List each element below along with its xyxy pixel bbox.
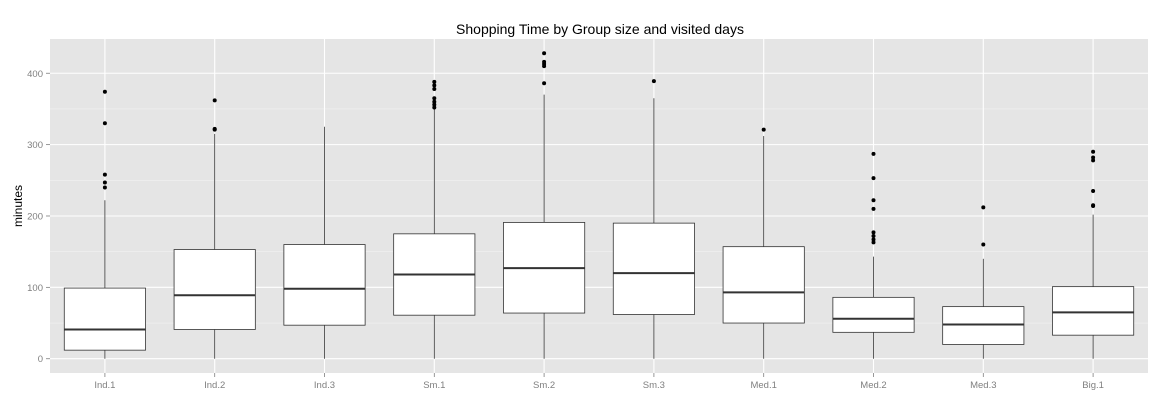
outlier-point — [871, 206, 876, 211]
outlier-point — [102, 185, 107, 190]
outlier-point — [871, 237, 876, 242]
box-group — [63, 89, 146, 359]
outlier-point — [981, 242, 986, 247]
outlier-point — [102, 180, 107, 185]
outlier-point — [871, 230, 876, 235]
box-group — [832, 151, 915, 359]
y-axis-ticks: 0 100 200 300 400 — [27, 69, 50, 365]
y-tick-label: 100 — [27, 283, 43, 294]
outlier-point — [432, 86, 437, 91]
outlier-point — [212, 126, 217, 131]
box-iqr — [173, 249, 256, 330]
outlier-point — [432, 83, 437, 88]
box-iqr — [63, 287, 146, 351]
outlier-point — [1091, 149, 1096, 154]
boxes — [63, 51, 1135, 359]
x-axis-ticks: Ind.1 Ind.2 Ind.3 Sm.1 Sm.2 Sm.3 Med.1 Med.2 Med… — [94, 373, 1104, 391]
box-iqr — [722, 246, 805, 324]
box-iqr — [1052, 286, 1135, 336]
box-group — [942, 205, 1025, 359]
outlier-point — [871, 176, 876, 181]
chart-title: Shopping Time by Group size and visited … — [456, 21, 744, 37]
box-group — [283, 126, 366, 359]
outlier-point — [432, 105, 437, 110]
outlier-point — [432, 79, 437, 84]
outlier-point — [432, 96, 437, 101]
box-iqr — [942, 306, 1025, 345]
outlier-point — [761, 127, 766, 132]
y-tick-label: 200 — [27, 211, 43, 222]
y-axis-label: minutes — [11, 185, 25, 227]
x-tick-label: Ind.3 — [314, 380, 335, 391]
outlier-point — [1091, 155, 1096, 160]
box-group — [612, 79, 695, 359]
outlier-point — [432, 102, 437, 107]
outlier-point — [212, 98, 217, 103]
outlier-point — [871, 240, 876, 245]
outlier-point — [651, 79, 656, 84]
outlier-point — [981, 205, 986, 210]
x-tick-label: Sm.2 — [533, 380, 555, 391]
x-tick-label: Med.3 — [970, 380, 996, 391]
x-tick-label: Sm.1 — [423, 380, 445, 391]
outlier-point — [542, 51, 547, 56]
box-iqr — [612, 222, 695, 315]
outlier-point — [102, 172, 107, 177]
outlier-point — [871, 151, 876, 156]
outlier-point — [1091, 189, 1096, 194]
x-tick-label: Sm.3 — [643, 380, 665, 391]
y-tick-label: 300 — [27, 140, 43, 151]
outlier-point — [1091, 158, 1096, 163]
box-group — [393, 79, 476, 359]
outlier-point — [102, 89, 107, 94]
outlier-point — [1091, 203, 1096, 208]
box-iqr — [832, 296, 915, 333]
box-group — [1052, 149, 1135, 359]
x-tick-label: Med.2 — [860, 380, 886, 391]
x-tick-label: Med.1 — [750, 380, 776, 391]
y-tick-label: 400 — [27, 69, 43, 80]
outlier-point — [102, 121, 107, 126]
outlier-point — [542, 81, 547, 86]
outlier-point — [542, 59, 547, 64]
outlier-point — [871, 233, 876, 238]
box-group — [173, 98, 256, 359]
x-tick-label: Ind.2 — [204, 380, 225, 391]
y-tick-label: 0 — [38, 354, 43, 365]
box-iqr — [283, 244, 366, 326]
box-group — [503, 51, 586, 359]
outlier-point — [432, 99, 437, 104]
x-tick-label: Ind.1 — [94, 380, 115, 391]
outlier-point — [871, 198, 876, 203]
x-tick-label: Big.1 — [1082, 380, 1104, 391]
box-group — [722, 127, 805, 359]
